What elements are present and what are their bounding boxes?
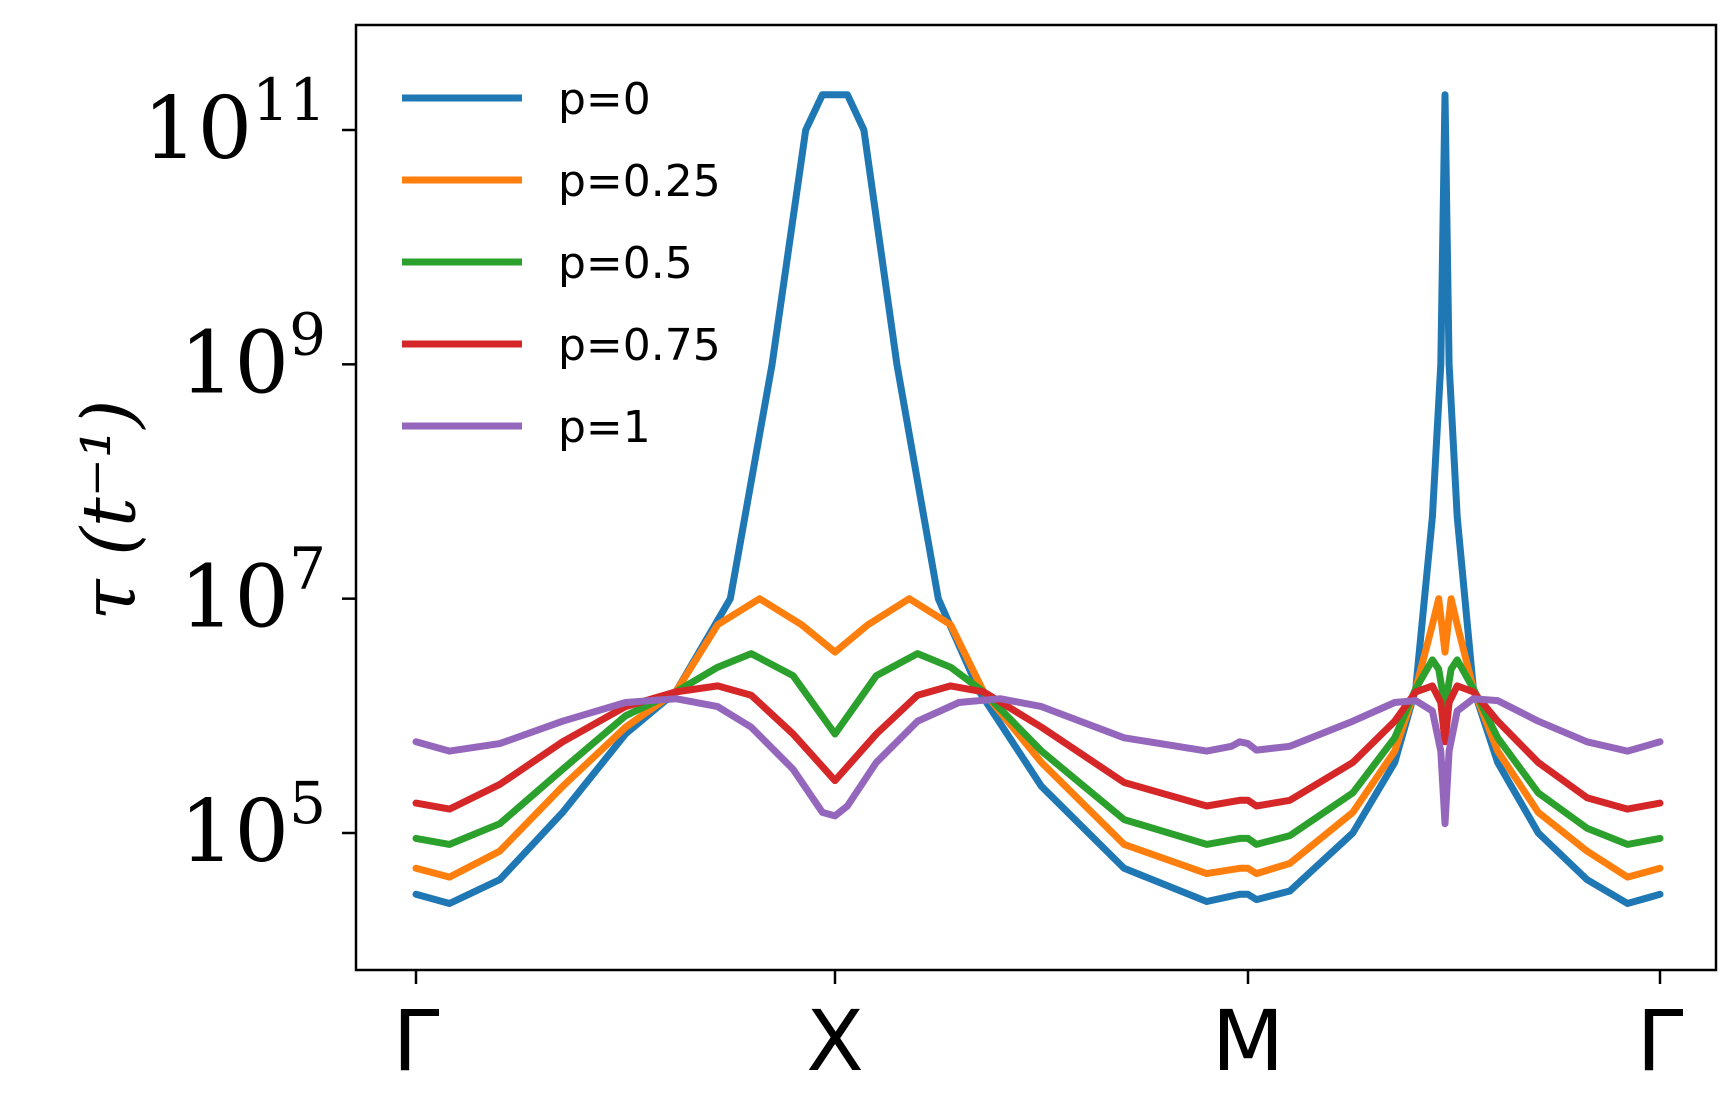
series-layer [412, 91, 1664, 907]
legend-label-3: p=0.75 [558, 320, 721, 371]
series-line-1 [412, 595, 1664, 881]
legend-label-2: p=0.5 [558, 238, 693, 289]
series-line-4 [412, 695, 1664, 828]
series-line-0 [412, 91, 1664, 907]
series-line-2 [412, 650, 1664, 848]
legend-label-4: p=1 [558, 402, 651, 453]
y-tick-label-1: 107 [180, 535, 326, 648]
x-tick-label-3: Γ [1637, 992, 1684, 1090]
x-tick-label-0: Γ [393, 992, 440, 1090]
x-tick-label-2: M [1212, 992, 1284, 1090]
x-tick-label-1: X [806, 992, 864, 1090]
series-line-3 [412, 682, 1664, 813]
legend: p=0 p=0.25 p=0.5 p=0.75 p=1 [402, 74, 721, 453]
y-tick-label-0: 105 [180, 769, 326, 882]
legend-label-0: p=0 [558, 74, 651, 125]
y-tick-label-2: 109 [180, 300, 326, 413]
y-axis-label: τ (t⁻¹) [66, 400, 152, 621]
legend-label-1: p=0.25 [558, 156, 721, 207]
y-axis: 105 107 109 1011 [143, 66, 356, 882]
y-tick-label-3: 1011 [143, 66, 326, 179]
plot-frame [354, 23, 1718, 972]
